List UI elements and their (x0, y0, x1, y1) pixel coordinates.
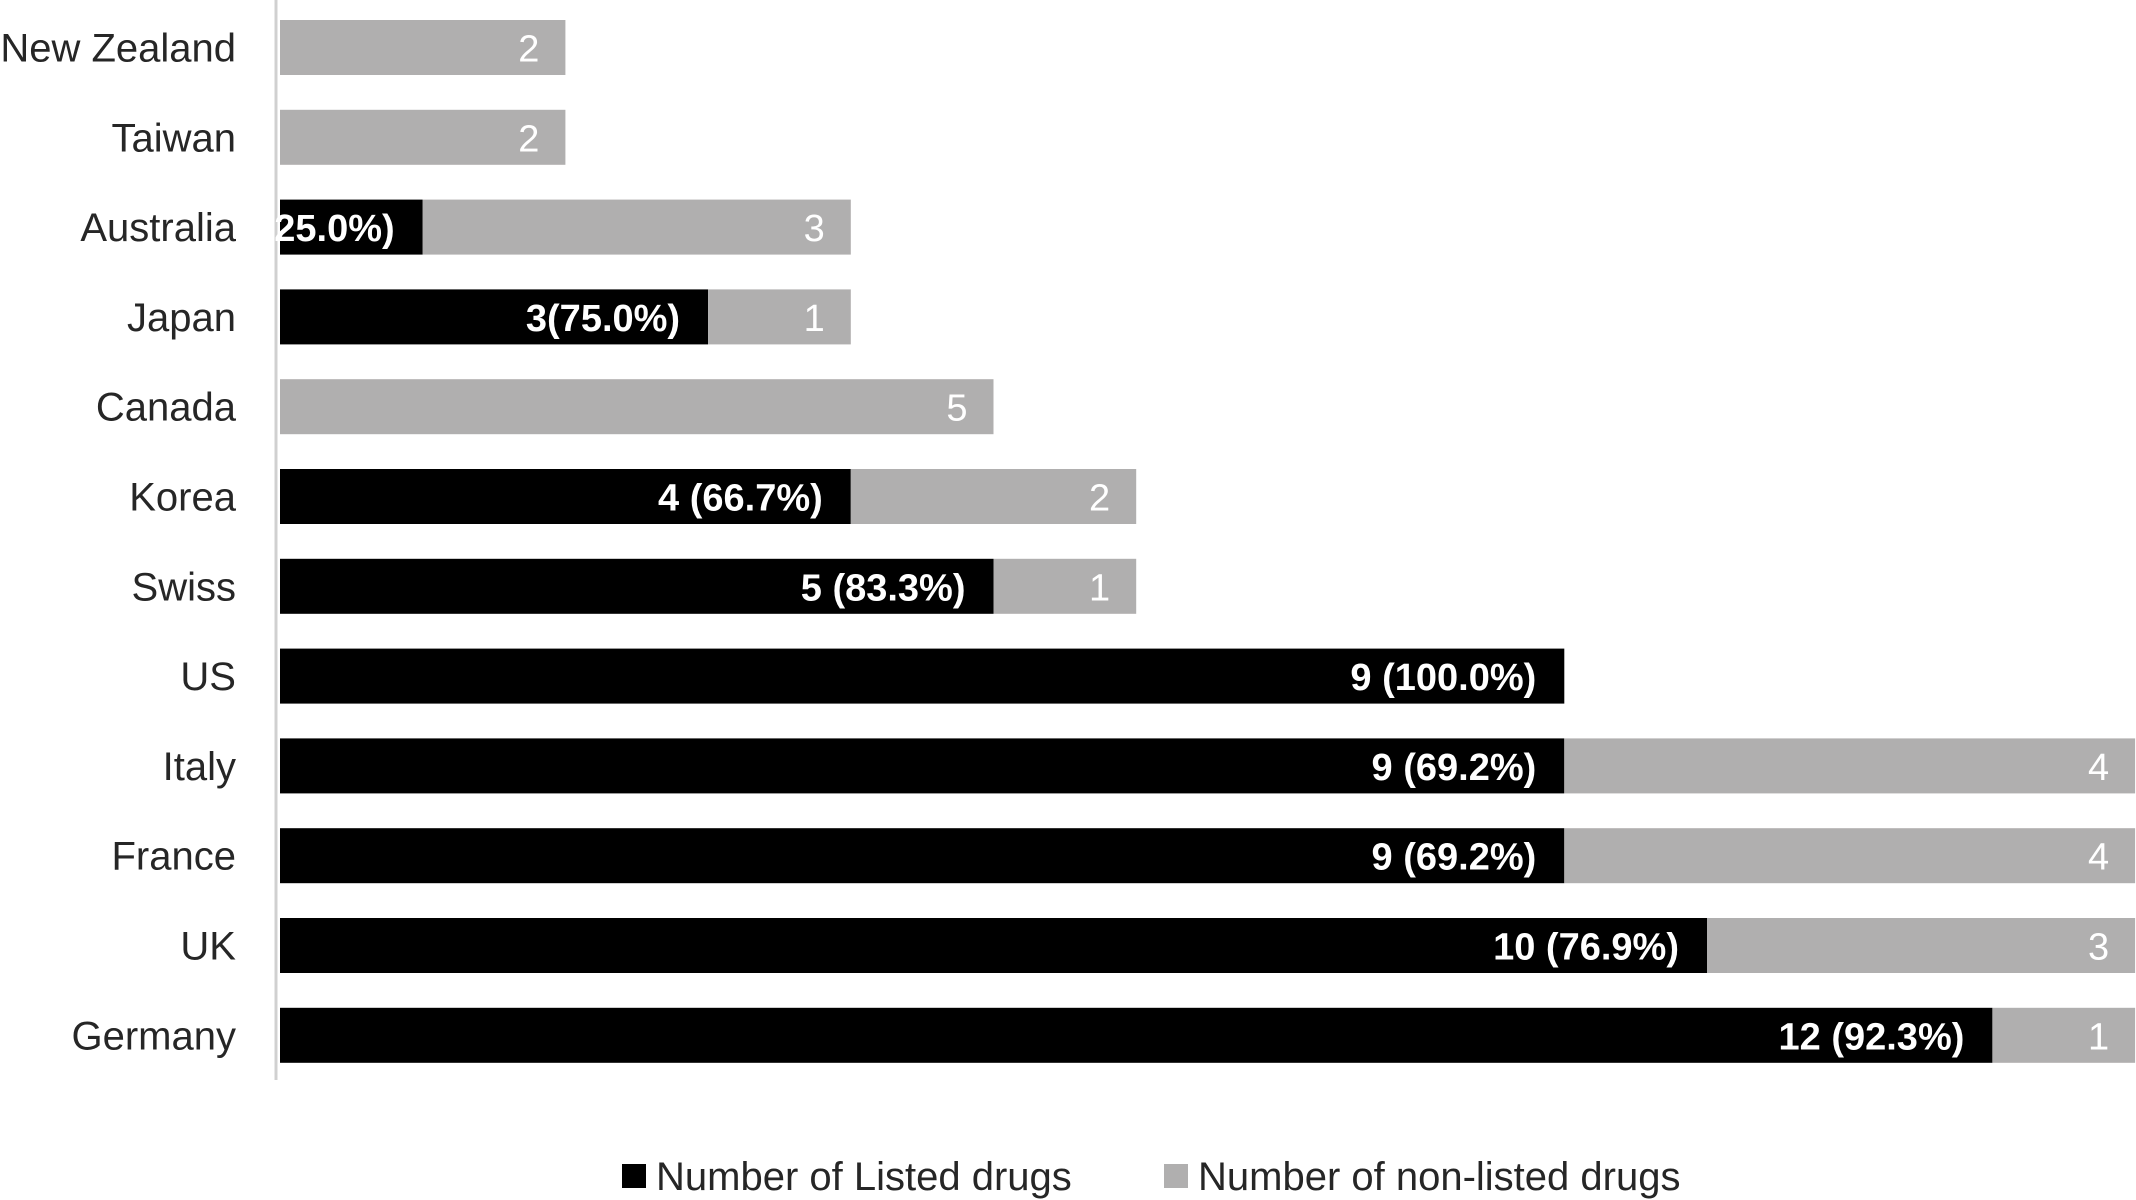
bar-listed-us (280, 648, 1565, 704)
bar-nonlisted-france (1564, 828, 2136, 884)
data-label-listed-germany: 12 (92.3%) (1779, 1016, 1965, 1058)
category-label-uk: UK (180, 925, 236, 969)
data-label-nonlisted-swiss: 1 (1089, 567, 1110, 609)
legend-label-nonlisted: Number of non-listed drugs (1198, 1155, 1680, 1199)
bar-listed-france (280, 828, 1565, 884)
bar-listed-uk (280, 918, 1707, 973)
data-label-listed-uk: 10 (76.9%) (1493, 927, 1679, 969)
data-label-nonlisted-france: 4 (2088, 837, 2109, 879)
bar-listed-japan (280, 289, 709, 345)
data-label-nonlisted-australia: 3 (804, 208, 825, 250)
bar-nonlisted-new-zealand (280, 20, 566, 75)
data-label-listed-swiss: 5 (83.3%) (801, 567, 966, 609)
category-labels: New Zealand Taiwan Australia Japan Canada Kor… (0, 27, 236, 1059)
data-label-nonlisted-korea: 2 (1089, 478, 1110, 520)
data-label-nonlisted-taiwan: 2 (518, 118, 539, 160)
bar-nonlisted-canada (280, 379, 994, 435)
data-label-nonlisted-japan: 1 (804, 298, 825, 340)
data-label-nonlisted-germany: 1 (2088, 1016, 2109, 1058)
bar-listed-swiss (280, 558, 994, 614)
legend-swatch-listed (622, 1164, 646, 1188)
category-label-canada: Canada (96, 386, 237, 430)
data-label-nonlisted-italy: 4 (2088, 747, 2109, 789)
bar-listed-germany (280, 1007, 1993, 1063)
data-label-listed-italy: 9 (69.2%) (1372, 747, 1537, 789)
data-label-nonlisted-uk: 3 (2088, 927, 2109, 969)
category-label-australia: Australia (80, 206, 236, 250)
bar-nonlisted-swiss (993, 558, 1137, 614)
category-label-us: US (180, 655, 236, 699)
data-label-listed-us: 9 (100.0%) (1350, 657, 1536, 699)
bars-group: 2 2 1(25.0%) 3 3(75.0%) 1 5 4 (66.7%) 2 5 (83.3%)… (240, 20, 2136, 1063)
category-label-taiwan: Taiwan (111, 116, 236, 160)
bar-nonlisted-australia (422, 199, 851, 255)
bar-nonlisted-korea (850, 469, 1137, 524)
bar-listed-australia (280, 199, 423, 255)
bar-listed-korea (280, 469, 851, 524)
legend: Number of Listed drugs Number of non-list… (622, 1155, 1680, 1199)
category-label-new-zealand: New Zealand (0, 27, 236, 71)
data-label-nonlisted-new-zealand: 2 (518, 29, 539, 71)
data-label-listed-australia: 1(25.0%) (240, 208, 394, 250)
bar-nonlisted-taiwan (280, 109, 566, 165)
category-label-korea: Korea (129, 476, 236, 520)
category-label-swiss: Swiss (132, 565, 236, 609)
data-label-listed-korea: 4 (66.7%) (658, 478, 823, 520)
bar-nonlisted-japan (708, 289, 851, 345)
category-label-france: France (112, 835, 237, 879)
bar-nonlisted-uk (1707, 918, 2136, 973)
data-label-listed-japan: 3(75.0%) (526, 298, 680, 340)
category-label-germany: Germany (72, 1014, 237, 1058)
bar-nonlisted-italy (1564, 738, 2136, 794)
legend-label-listed: Number of Listed drugs (656, 1155, 1072, 1199)
bar-listed-italy (280, 738, 1565, 794)
legend-swatch-nonlisted (1164, 1164, 1188, 1188)
category-label-japan: Japan (127, 296, 236, 340)
data-label-nonlisted-canada: 5 (946, 388, 967, 430)
data-label-listed-france: 9 (69.2%) (1372, 837, 1537, 879)
bar-nonlisted-germany (1992, 1007, 2136, 1063)
category-label-italy: Italy (163, 745, 236, 789)
